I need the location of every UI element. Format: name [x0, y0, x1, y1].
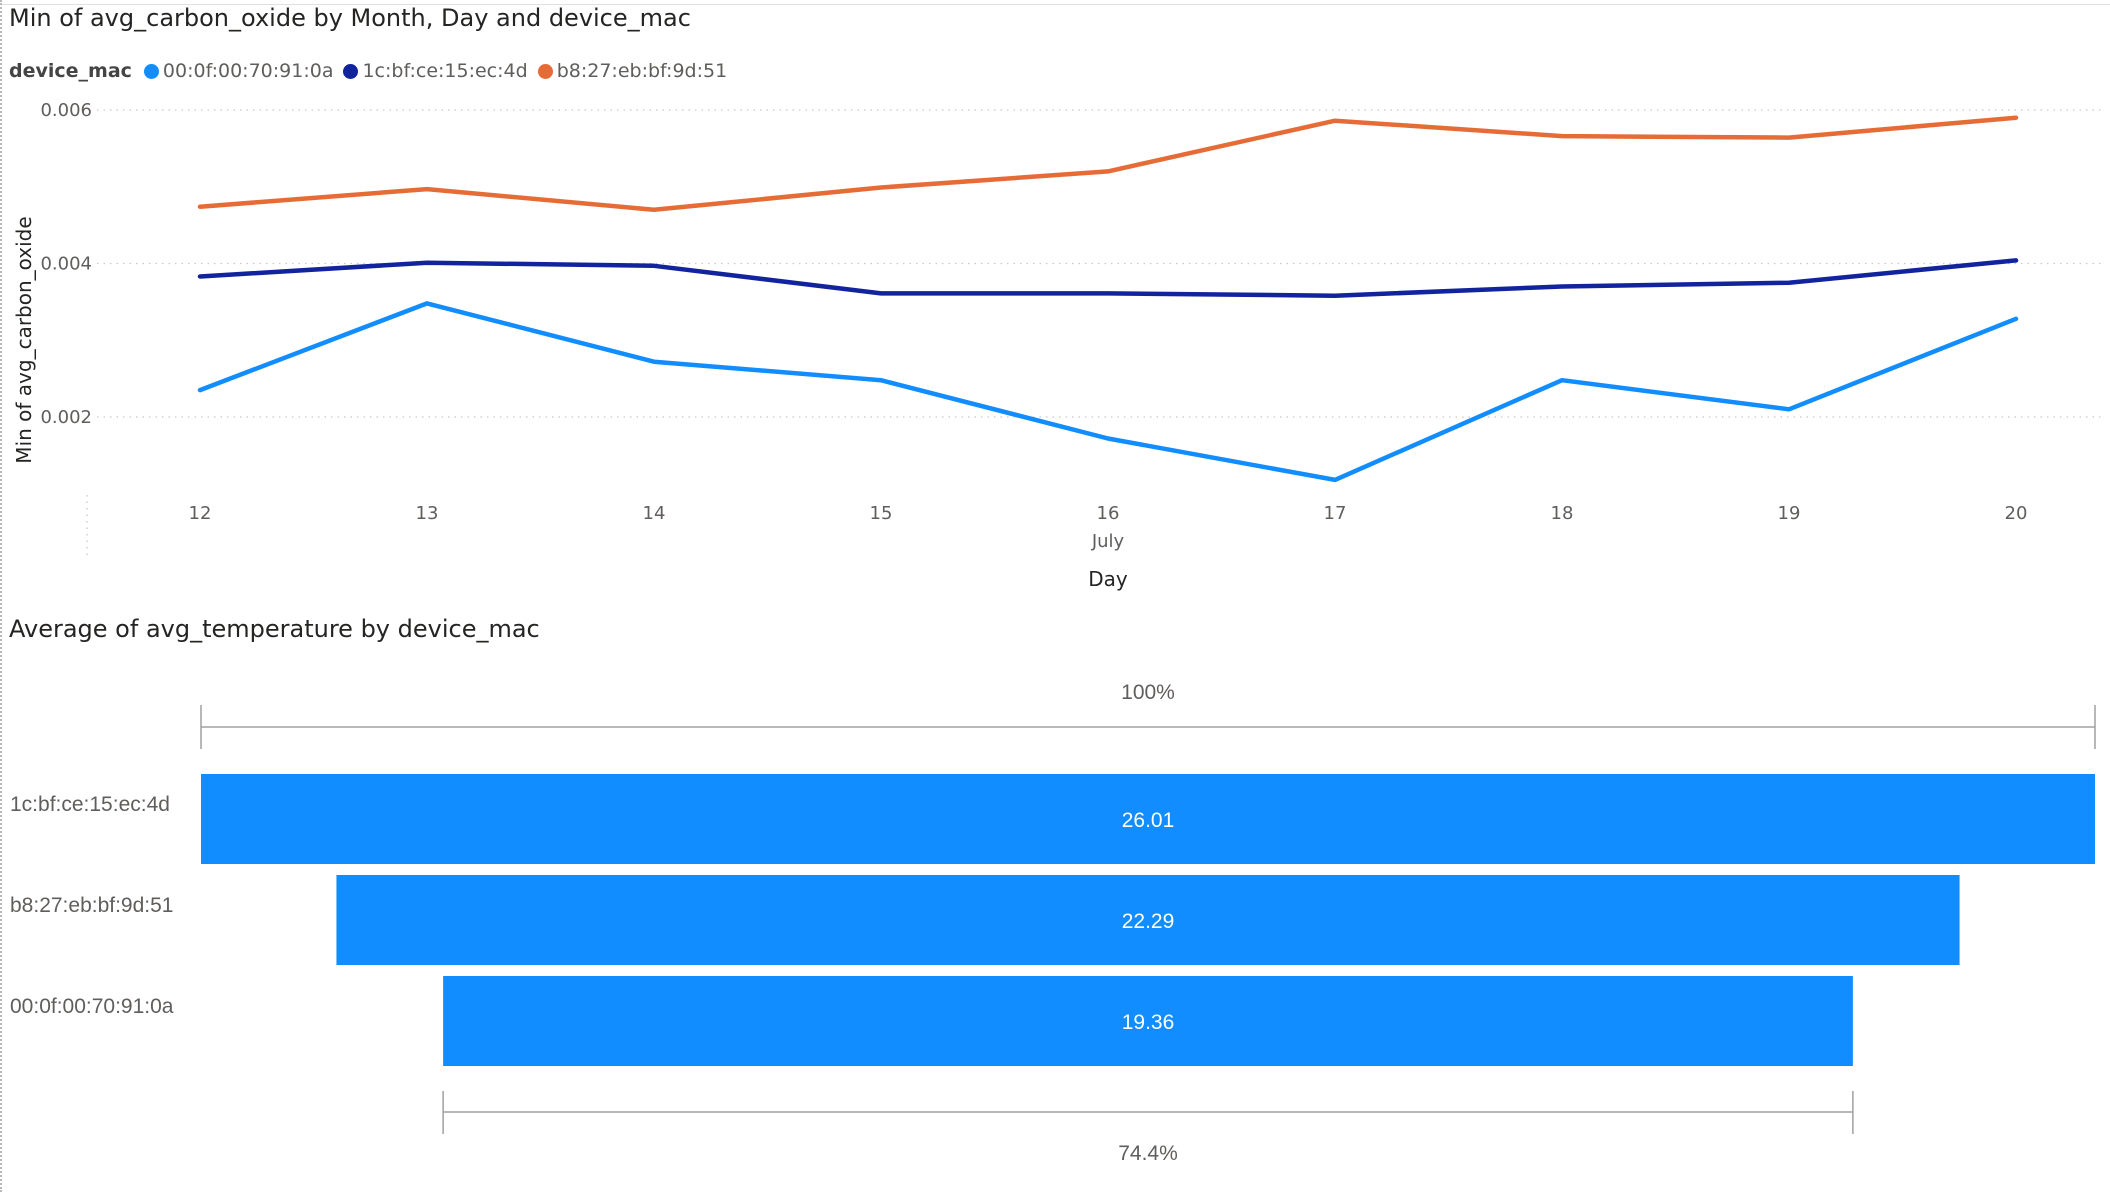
data-point[interactable] — [1328, 114, 1342, 128]
data-point[interactable] — [420, 182, 434, 196]
y-axis-title: Min of avg_carbon_oxide — [12, 216, 36, 463]
funnel-bar[interactable] — [336, 875, 1960, 965]
funnel-top-bracket: 100% — [200, 681, 2096, 749]
funnel-chart-plot[interactable]: 100% 26.01 1c:bf:ce:15:ec:4d 22.29 b8:27:eb… — [0, 650, 2110, 1190]
legend-label: 1c:bf:ce:15:ec:4d — [362, 60, 528, 82]
series-line-0[interactable] — [197, 301, 2019, 483]
data-point[interactable] — [420, 296, 434, 310]
data-point[interactable] — [1782, 276, 1796, 290]
x-group-label: July — [1091, 531, 1125, 552]
legend-marker-icon — [343, 63, 359, 79]
data-point[interactable] — [1101, 431, 1115, 445]
y-tick-label: 0.004 — [40, 254, 92, 275]
x-tick-label: 13 — [416, 503, 439, 524]
data-point[interactable] — [1101, 164, 1115, 178]
line-chart-plot[interactable]: 0.002 0.004 0.006 Min of avg_carbon_oxide 1… — [0, 90, 2110, 600]
data-point[interactable] — [2009, 312, 2023, 326]
data-point[interactable] — [2009, 111, 2023, 125]
x-tick-label: 19 — [1778, 503, 1801, 524]
funnel-top-percent: 100% — [1121, 681, 1175, 704]
x-tick-label: 15 — [870, 503, 893, 524]
series-line-2[interactable] — [197, 115, 2019, 213]
data-point[interactable] — [193, 200, 207, 214]
data-point[interactable] — [1782, 402, 1796, 416]
line-chart-gridlines — [86, 109, 2105, 560]
series-line-1[interactable] — [197, 258, 2019, 298]
funnel-chart-title: Average of avg_temperature by device_mac — [9, 615, 540, 643]
x-tick-label: 12 — [189, 503, 212, 524]
data-point[interactable] — [2009, 253, 2023, 267]
line-chart-title: Min of avg_carbon_oxide by Month, Day an… — [9, 4, 691, 32]
data-point[interactable] — [193, 270, 207, 284]
funnel-bar-value: 22.29 — [1122, 910, 1175, 933]
funnel-category-label: 00:0f:00:70:91:0a — [10, 995, 174, 1018]
funnel-category-label: 1c:bf:ce:15:ec:4d — [10, 793, 170, 816]
funnel-bottom-bracket: 74.4% — [442, 1091, 1854, 1165]
legend-title: device_mac — [9, 60, 132, 82]
funnel-bottom-percent: 74.4% — [1118, 1142, 1178, 1165]
funnel-bar[interactable] — [201, 774, 2095, 864]
data-point[interactable] — [874, 373, 888, 387]
x-tick-label: 16 — [1097, 503, 1120, 524]
top-toolbar-strip — [0, 0, 2110, 5]
y-tick-label: 0.002 — [40, 407, 92, 428]
line-chart-y-axis: 0.002 0.004 0.006 Min of avg_carbon_oxide — [12, 100, 92, 464]
data-point[interactable] — [874, 286, 888, 300]
line-chart-x-axis: 12 13 14 15 16 17 18 19 20 July Day — [189, 503, 2028, 591]
funnel-bar-value: 19.36 — [1122, 1011, 1175, 1034]
data-point[interactable] — [1555, 280, 1569, 294]
x-tick-label: 17 — [1324, 503, 1347, 524]
x-tick-label: 20 — [2005, 503, 2028, 524]
legend-marker-icon — [537, 63, 553, 79]
legend-label: b8:27:eb:bf:9d:51 — [556, 60, 728, 82]
x-axis-title: Day — [1088, 567, 1128, 591]
data-point[interactable] — [647, 203, 661, 217]
data-point[interactable] — [1555, 129, 1569, 143]
funnel-bars: 26.01 1c:bf:ce:15:ec:4d 22.29 b8:27:eb:bf:9… — [10, 774, 2095, 1066]
data-point[interactable] — [193, 383, 207, 397]
legend-item-series-0[interactable]: 00:0f:00:70:91:0a — [143, 60, 334, 82]
legend-marker-icon — [143, 63, 159, 79]
legend-item-series-1[interactable]: 1c:bf:ce:15:ec:4d — [343, 60, 528, 82]
data-point[interactable] — [1782, 131, 1796, 145]
legend-label: 00:0f:00:70:91:0a — [162, 60, 334, 82]
data-point[interactable] — [1555, 373, 1569, 387]
data-point[interactable] — [420, 256, 434, 270]
data-point[interactable] — [1101, 286, 1115, 300]
line-chart-legend: device_mac 00:0f:00:70:91:0a 1c:bf:ce:15… — [9, 56, 737, 86]
x-tick-label: 18 — [1551, 503, 1574, 524]
data-point[interactable] — [647, 355, 661, 369]
y-tick-label: 0.006 — [40, 100, 92, 121]
data-point[interactable] — [1328, 473, 1342, 487]
legend-item-series-2[interactable]: b8:27:eb:bf:9d:51 — [537, 60, 728, 82]
visual-left-border — [0, 0, 2, 1192]
data-point[interactable] — [647, 259, 661, 273]
data-point[interactable] — [1328, 289, 1342, 303]
funnel-bar[interactable] — [443, 976, 1853, 1066]
line-chart-series — [193, 111, 2023, 487]
funnel-category-label: b8:27:eb:bf:9d:51 — [10, 894, 173, 917]
x-tick-label: 14 — [643, 503, 666, 524]
data-point[interactable] — [874, 181, 888, 195]
funnel-bar-value: 26.01 — [1122, 809, 1175, 832]
